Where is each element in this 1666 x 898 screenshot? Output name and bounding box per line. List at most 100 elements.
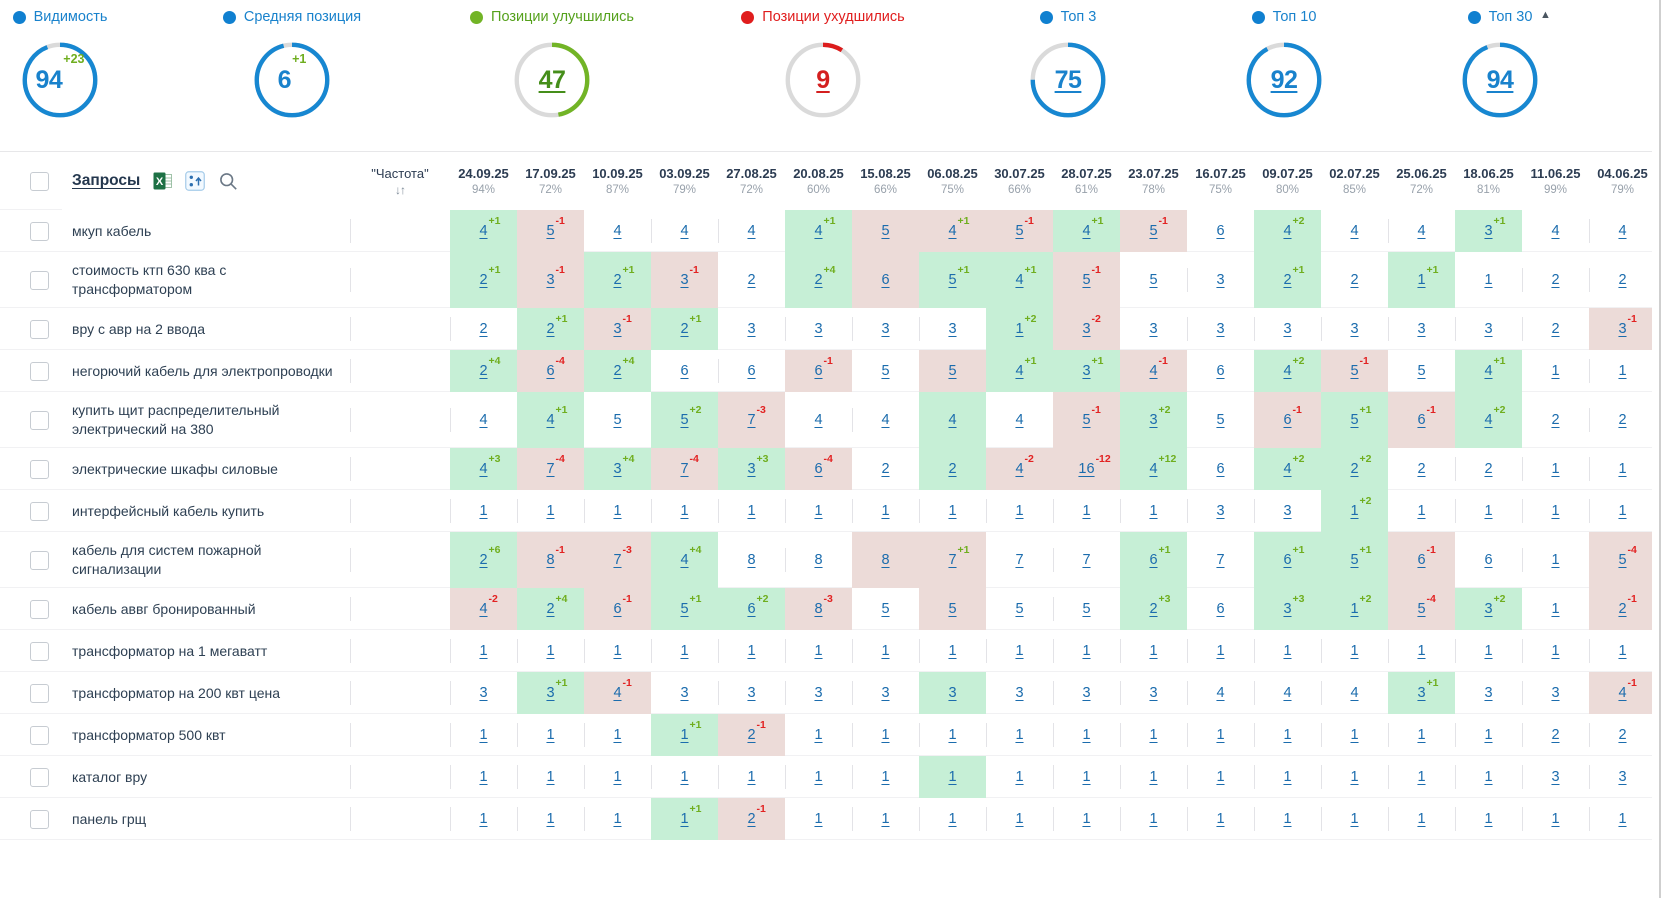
position-value[interactable]: 1: [747, 503, 756, 519]
position-value[interactable]: 3 -1: [546, 264, 565, 288]
row-checkbox[interactable]: [30, 683, 49, 703]
position-value[interactable]: 1: [1149, 769, 1158, 785]
position-value[interactable]: 3: [1551, 769, 1560, 785]
position-value[interactable]: 1: [1082, 769, 1091, 785]
positions-check-icon[interactable]: [185, 171, 206, 191]
position-value[interactable]: 1: [546, 727, 555, 743]
position-value[interactable]: 2 +1: [479, 264, 501, 288]
position-value[interactable]: 6 -1: [1417, 404, 1436, 428]
position-value[interactable]: 1: [1216, 811, 1225, 827]
row-checkbox[interactable]: [30, 361, 49, 381]
position-value[interactable]: 3 -1: [613, 313, 632, 337]
position-value[interactable]: 7: [1015, 552, 1024, 568]
row-checkbox[interactable]: [30, 767, 49, 787]
position-value[interactable]: 5 +1: [680, 593, 702, 617]
position-value[interactable]: 4 +2: [1283, 453, 1305, 477]
position-value[interactable]: 1: [1015, 727, 1024, 743]
position-value[interactable]: 2: [1551, 412, 1560, 428]
position-value[interactable]: 3: [680, 685, 689, 701]
position-value[interactable]: 1: [1417, 643, 1426, 659]
query-label[interactable]: стоимость ктп 630 ква с трансформатором: [62, 252, 350, 308]
position-value[interactable]: 2: [1484, 461, 1493, 477]
position-value[interactable]: 3: [747, 321, 756, 337]
position-value[interactable]: 2: [747, 272, 756, 288]
date-column-header[interactable]: 16.07.25 75%: [1187, 152, 1254, 210]
position-value[interactable]: 3 +1: [1417, 677, 1439, 701]
gauge-value[interactable]: 9: [816, 65, 830, 94]
position-value[interactable]: 1: [1350, 727, 1359, 743]
position-value[interactable]: 2 -1: [1618, 593, 1637, 617]
position-value[interactable]: 1: [1082, 811, 1091, 827]
position-value[interactable]: 1: [1484, 769, 1493, 785]
position-value[interactable]: 4: [881, 412, 890, 428]
position-value[interactable]: 4: [1216, 685, 1225, 701]
sort-arrows-icon[interactable]: ↓↑: [395, 182, 406, 197]
position-value[interactable]: 6: [881, 272, 890, 288]
position-value[interactable]: 3: [1484, 321, 1493, 337]
position-value[interactable]: 6 -4: [546, 355, 565, 379]
position-value[interactable]: 4: [747, 223, 756, 239]
position-value[interactable]: 1: [1484, 811, 1493, 827]
position-value[interactable]: 1: [1082, 727, 1091, 743]
position-value[interactable]: 7 -3: [613, 544, 632, 568]
position-value[interactable]: 2: [1417, 461, 1426, 477]
position-value[interactable]: 2: [881, 461, 890, 477]
position-value[interactable]: 1: [1149, 503, 1158, 519]
date-column-header[interactable]: 17.09.25 72%: [517, 152, 584, 210]
position-value[interactable]: 2: [1551, 727, 1560, 743]
position-value[interactable]: 6: [1216, 223, 1225, 239]
row-checkbox[interactable]: [30, 501, 49, 521]
position-value[interactable]: 4 +1: [1015, 355, 1037, 379]
position-value[interactable]: 1: [881, 727, 890, 743]
position-value[interactable]: 2: [479, 321, 488, 337]
position-value[interactable]: 2 +6: [479, 544, 501, 568]
position-value[interactable]: 6 +2: [747, 593, 769, 617]
position-value[interactable]: 6 +1: [1283, 544, 1305, 568]
position-value[interactable]: 1: [814, 503, 823, 519]
position-value[interactable]: 5 +2: [680, 404, 702, 428]
position-value[interactable]: 1: [1283, 769, 1292, 785]
date-column-header[interactable]: 10.09.25 87%: [584, 152, 651, 210]
collapse-panel-icon[interactable]: ▲: [1540, 9, 1551, 21]
position-value[interactable]: 5 -1: [1082, 264, 1101, 288]
position-value[interactable]: 3: [814, 685, 823, 701]
row-checkbox[interactable]: [30, 410, 49, 430]
position-value[interactable]: 3 +1: [1082, 355, 1104, 379]
row-checkbox[interactable]: [30, 459, 49, 479]
legend-top-3[interactable]: Топ 3: [1039, 9, 1096, 25]
position-value[interactable]: 3 +3: [1283, 593, 1305, 617]
position-value[interactable]: 3 +3: [747, 453, 769, 477]
position-value[interactable]: 1: [1082, 643, 1091, 659]
position-value[interactable]: 2 +1: [613, 264, 635, 288]
position-value[interactable]: 3 +1: [546, 677, 568, 701]
query-label[interactable]: кабель аввг бронированный: [62, 588, 350, 630]
position-value[interactable]: 6 -1: [1283, 404, 1302, 428]
queries-header[interactable]: Запросы: [72, 172, 141, 189]
position-value[interactable]: 7 +1: [948, 544, 970, 568]
position-value[interactable]: 4: [479, 412, 488, 428]
position-value[interactable]: 1: [1551, 552, 1560, 568]
position-value[interactable]: 1: [680, 769, 689, 785]
position-value[interactable]: 1: [1551, 601, 1560, 617]
position-value[interactable]: 4: [1350, 223, 1359, 239]
position-value[interactable]: 3: [1417, 321, 1426, 337]
row-checkbox[interactable]: [30, 550, 49, 570]
date-column-header[interactable]: 04.06.25 79%: [1589, 152, 1656, 210]
position-value[interactable]: 3: [1015, 685, 1024, 701]
position-value[interactable]: 4: [680, 223, 689, 239]
date-column-header[interactable]: 27.08.25 72%: [718, 152, 785, 210]
position-value[interactable]: 1: [1484, 503, 1493, 519]
query-label[interactable]: интерфейсный кабель купить: [62, 490, 350, 532]
position-value[interactable]: 1: [479, 643, 488, 659]
position-value[interactable]: 5: [1216, 412, 1225, 428]
position-value[interactable]: 1: [613, 769, 622, 785]
position-value[interactable]: 5: [613, 412, 622, 428]
position-value[interactable]: 3: [1216, 321, 1225, 337]
position-value[interactable]: 1: [613, 811, 622, 827]
position-value[interactable]: 1: [1417, 769, 1426, 785]
position-value[interactable]: 5 -1: [1149, 215, 1168, 239]
date-column-header[interactable]: 23.07.25 78%: [1120, 152, 1187, 210]
position-value[interactable]: 1: [1618, 643, 1627, 659]
position-value[interactable]: 1: [1551, 363, 1560, 379]
position-value[interactable]: 5 -1: [1082, 404, 1101, 428]
